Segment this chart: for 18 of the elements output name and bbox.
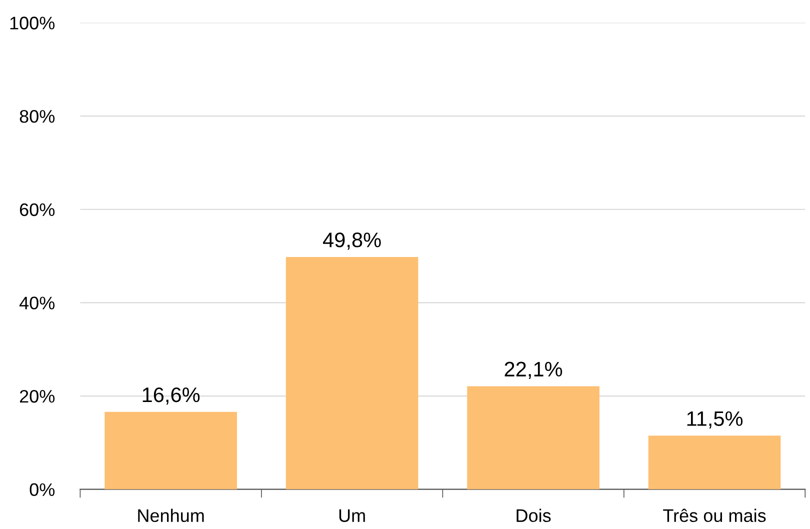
- x-tick-label: Nenhum: [138, 508, 204, 522]
- data-label: 49,8%: [322, 232, 381, 250]
- data-label: 16,6%: [142, 387, 200, 405]
- bar: [104, 412, 237, 490]
- bar: [286, 256, 418, 490]
- y-tick-label: 20%: [20, 390, 55, 403]
- y-tick-label: 0%: [30, 483, 55, 496]
- y-tick-label: 60%: [20, 203, 55, 216]
- y-tick-label: 40%: [19, 296, 55, 310]
- bar: [467, 386, 600, 490]
- x-tick-label: Três ou mais: [663, 508, 766, 522]
- data-label: 11,5%: [687, 411, 743, 428]
- bar: [648, 436, 781, 490]
- y-tick-label: 100%: [10, 16, 55, 30]
- data-label: 22,1%: [504, 362, 562, 379]
- y-tick-label: 80%: [20, 110, 55, 123]
- x-tick-label: Um: [339, 509, 365, 522]
- x-tick-label: Dois: [516, 508, 551, 522]
